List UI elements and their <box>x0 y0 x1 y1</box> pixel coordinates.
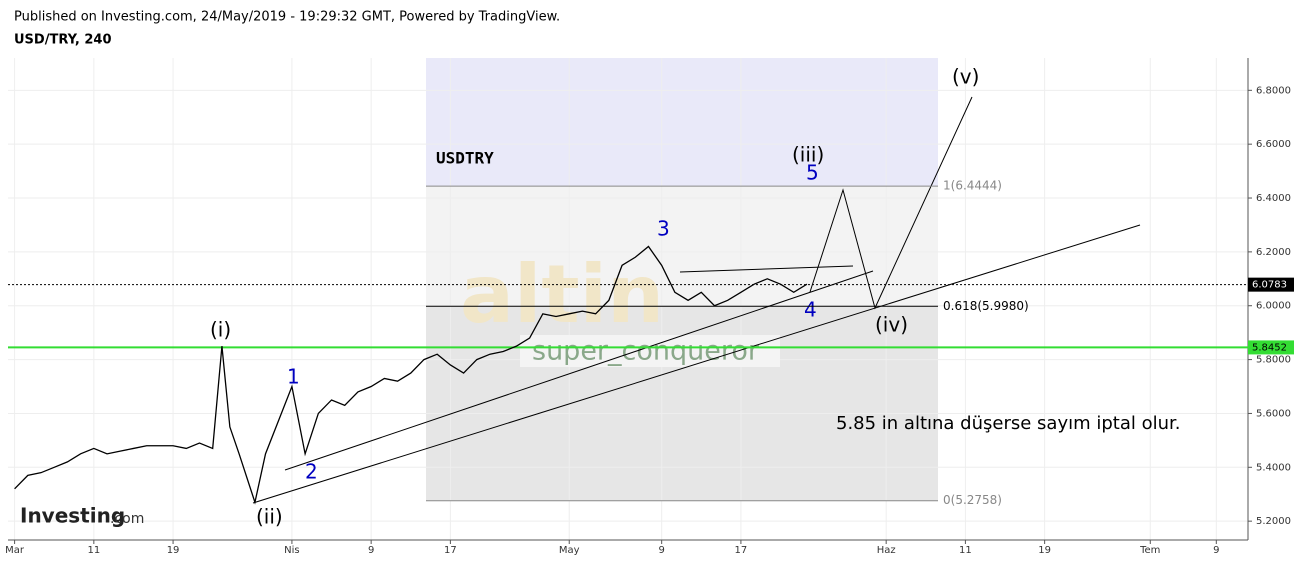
logo: Investing <box>20 504 125 528</box>
price-tag <box>1248 340 1294 355</box>
x-tick-label: 19 <box>167 545 180 556</box>
note: 5.85 in altına düşerse sayım iptal olur. <box>836 413 1181 434</box>
fib-zone <box>426 58 938 187</box>
trend-line <box>252 224 1141 504</box>
drawings <box>252 96 1141 504</box>
fib-zone <box>426 186 938 307</box>
trend-line <box>284 270 874 471</box>
y-tick-label: 5.2000 <box>1256 516 1291 527</box>
y-tick-label: 6.4000 <box>1256 193 1291 204</box>
y-tick-label: 5.8000 <box>1256 355 1291 366</box>
wave-label: (iv) <box>875 313 908 337</box>
wave-label: (v) <box>952 65 979 89</box>
x-tick-label: Tem <box>1139 545 1160 556</box>
wave-label: (iii) <box>792 143 824 167</box>
wave-label: (ii) <box>256 505 283 529</box>
y-tick-label: 6.2000 <box>1256 247 1291 258</box>
x-tick-label: Mar <box>5 545 25 556</box>
y-tick-label: 6.8000 <box>1256 85 1291 96</box>
y-tick-label: 5.4000 <box>1256 462 1291 473</box>
watermark: altin <box>460 248 664 341</box>
wave-label: 2 <box>305 460 318 484</box>
symbol: USD/TRY, 240 <box>14 33 112 48</box>
x-tick-label: Haz <box>877 545 896 556</box>
x-tick-label: 9 <box>1213 545 1219 556</box>
price-tag-label: 6.0783 <box>1252 280 1287 291</box>
price-tag <box>1248 277 1294 292</box>
symbol-label: USDTRY <box>436 149 494 168</box>
x-tick-label: 9 <box>368 545 374 556</box>
author: super_conqueror <box>532 336 760 367</box>
price-line-series <box>14 245 808 505</box>
x-tick-label: 17 <box>444 545 457 556</box>
wave-label: (i) <box>210 318 231 342</box>
wave-labels: (i) (ii) (iii) (iv) (v) 1 2 3 4 5 <box>210 65 979 529</box>
wave-label: 1 <box>287 365 300 389</box>
wave-label: 5 <box>806 161 819 185</box>
wave-label: 4 <box>804 298 817 322</box>
y-tick-label: 6.0000 <box>1256 301 1291 312</box>
x-tick-label: 19 <box>1038 545 1051 556</box>
projection <box>809 96 973 310</box>
trend-line <box>679 265 854 273</box>
logo-suffix: .com <box>110 511 144 527</box>
fib-label: 1(6.4444) <box>943 179 1002 193</box>
x-tick-label: 9 <box>658 545 664 556</box>
x-tick-label: 17 <box>735 545 748 556</box>
price-tag-label: 5.8452 <box>1252 342 1287 353</box>
published: Published on Investing.com, 24/May/2019 … <box>14 10 560 25</box>
x-tick-label: Nis <box>284 545 299 556</box>
y-tick-label: 6.6000 <box>1256 139 1291 150</box>
fib-label: 0(5.2758) <box>943 493 1002 507</box>
x-tick-label: 11 <box>87 545 100 556</box>
wave-label: 3 <box>657 217 670 241</box>
x-tick-label: 11 <box>959 545 972 556</box>
x-tick-label: May <box>559 545 580 556</box>
y-tick-label: 5.6000 <box>1256 408 1291 419</box>
fib-label: 0.618(5.9980) <box>943 299 1029 313</box>
